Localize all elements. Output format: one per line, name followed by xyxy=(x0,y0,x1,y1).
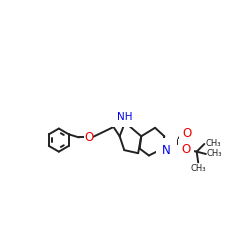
Text: O: O xyxy=(84,131,94,144)
Text: NH: NH xyxy=(117,112,133,122)
Text: CH₃: CH₃ xyxy=(207,150,222,158)
Text: N: N xyxy=(162,144,171,156)
Text: O: O xyxy=(183,128,192,140)
Text: O: O xyxy=(181,143,190,156)
Text: CH₃: CH₃ xyxy=(190,164,206,173)
Text: CH₃: CH₃ xyxy=(205,140,221,148)
